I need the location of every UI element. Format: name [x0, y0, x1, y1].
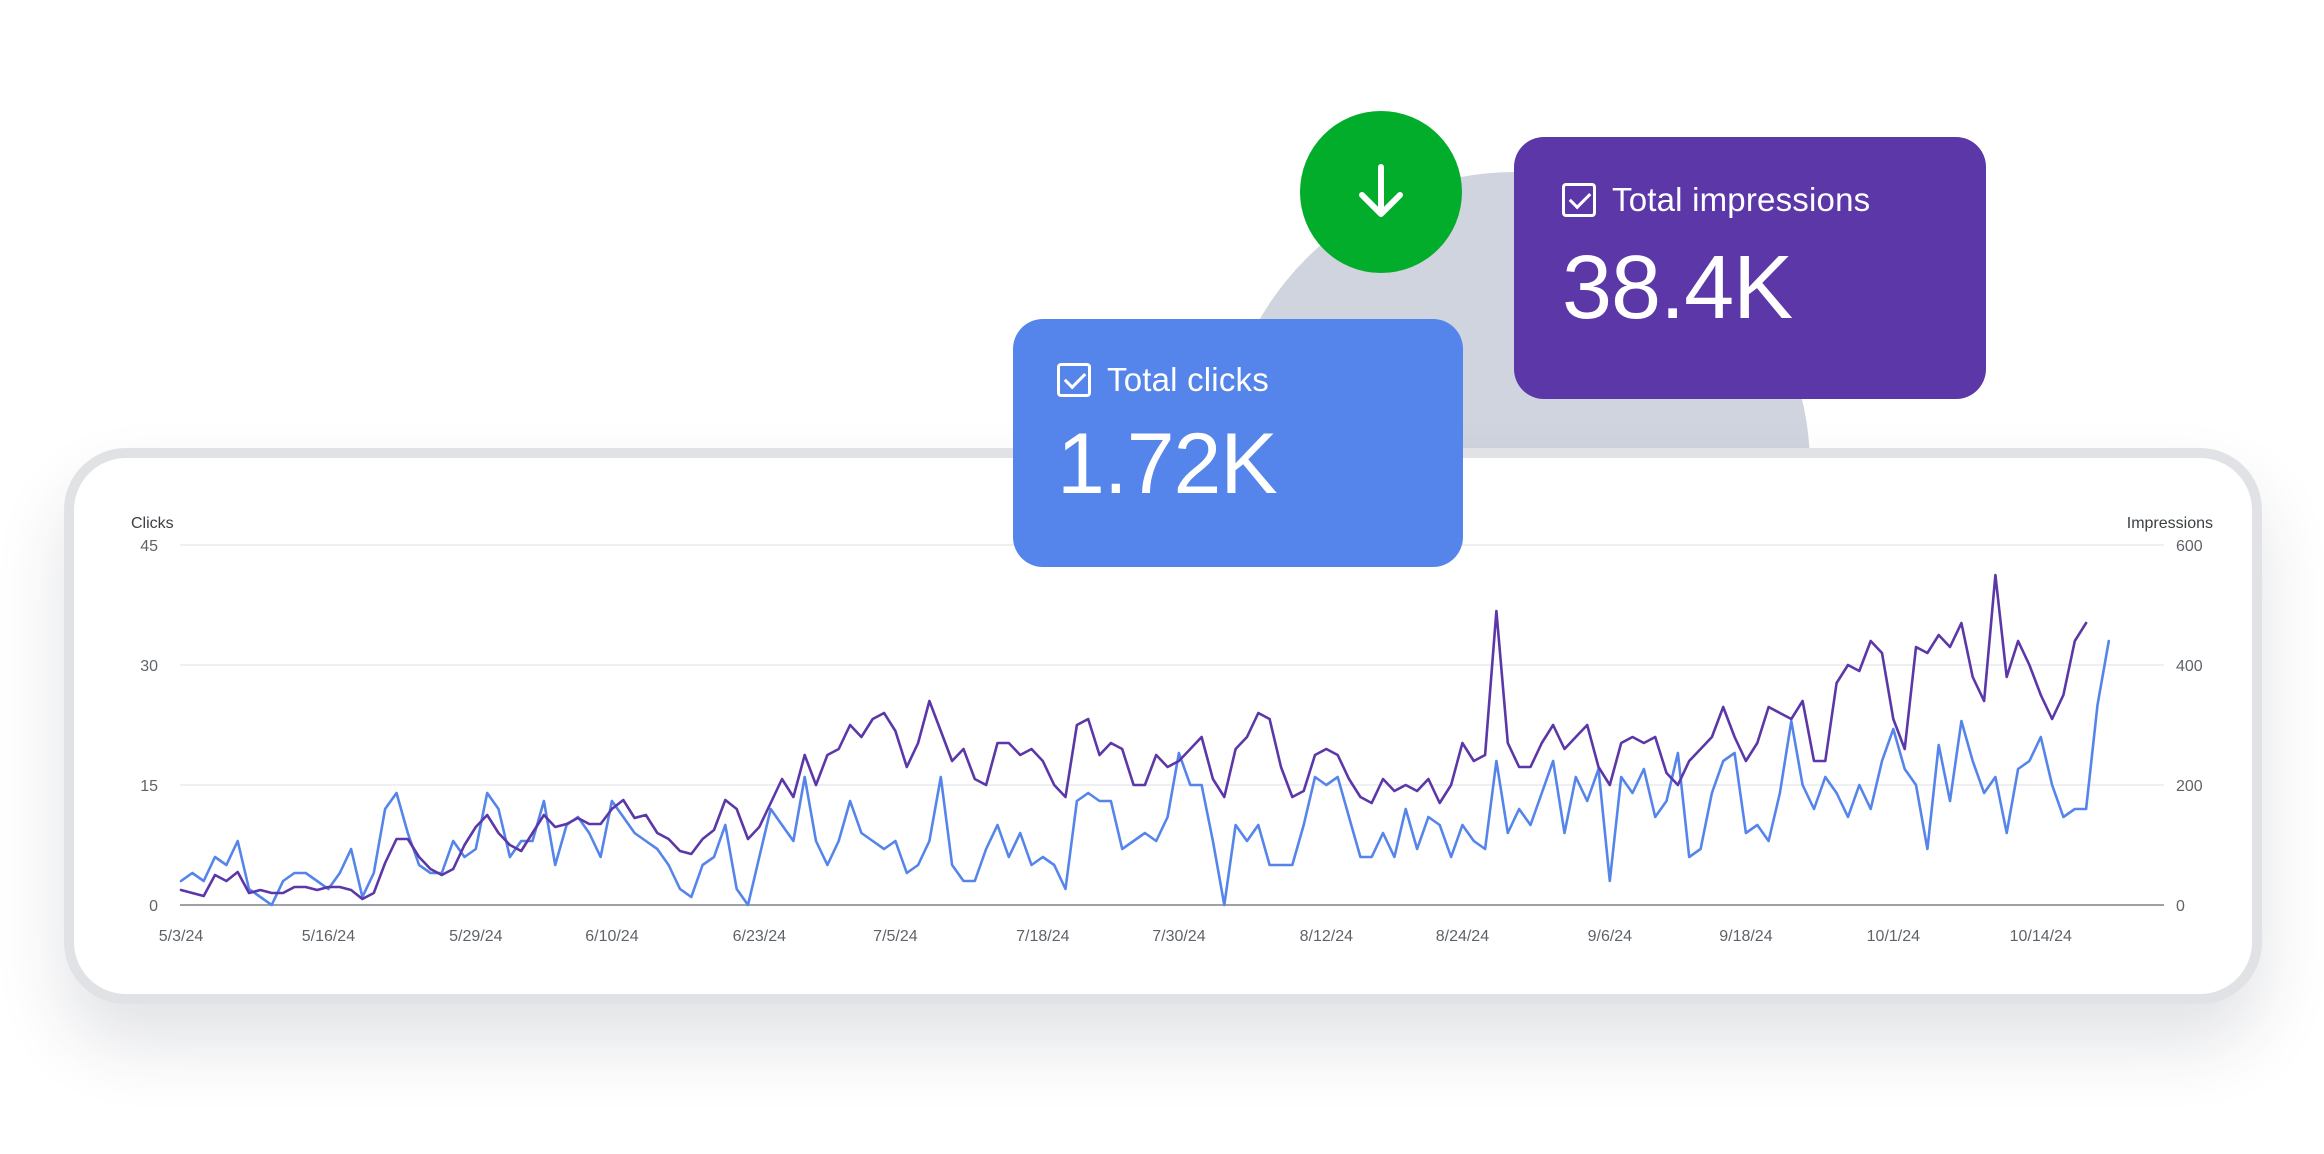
y-left-tick-label: 45 — [140, 538, 158, 555]
y-right-tick-label: 200 — [2176, 778, 2203, 795]
y-left-tick-label: 0 — [149, 898, 158, 915]
x-tick-label: 6/10/24 — [585, 928, 638, 945]
clicks-checkbox-icon[interactable] — [1057, 363, 1091, 397]
impressions-checkbox-icon[interactable] — [1562, 183, 1596, 217]
x-tick-label: 5/16/24 — [302, 928, 355, 945]
x-tick-label: 9/6/24 — [1588, 928, 1633, 945]
total-clicks-card[interactable]: Total clicks 1.72K — [1013, 319, 1463, 567]
x-tick-label: 7/5/24 — [873, 928, 918, 945]
y-right-tick-label: 600 — [2176, 538, 2203, 555]
x-tick-label: 7/18/24 — [1016, 928, 1069, 945]
x-tick-label: 5/3/24 — [159, 928, 204, 945]
y-left-tick-label: 15 — [140, 778, 158, 795]
download-badge[interactable] — [1300, 111, 1462, 273]
x-tick-label: 8/12/24 — [1300, 928, 1353, 945]
y-right-tick-label: 400 — [2176, 658, 2203, 675]
x-tick-label: 7/30/24 — [1152, 928, 1205, 945]
total-impressions-label: Total impressions — [1612, 181, 1871, 218]
x-tick-label: 8/24/24 — [1436, 928, 1489, 945]
y-left-axis-title: Clicks — [131, 515, 174, 532]
chart-series — [179, 573, 2111, 907]
total-impressions-card[interactable]: Total impressions 38.4K — [1514, 137, 1986, 399]
x-tick-label: 5/29/24 — [449, 928, 502, 945]
arrow-down-icon — [1359, 164, 1403, 217]
x-tick-label: 6/23/24 — [733, 928, 786, 945]
total-impressions-value: 38.4K — [1562, 238, 1793, 338]
x-tick-label: 9/18/24 — [1719, 928, 1772, 945]
x-tick-label: 10/1/24 — [1867, 928, 1920, 945]
chart-ticks: 0 15 30 45 0 200 400 600 Clicks Impressions 5/3/24… — [131, 515, 2213, 945]
chart-grid — [180, 544, 2164, 906]
y-left-tick-label: 30 — [140, 658, 158, 675]
y-right-axis-title: Impressions — [2127, 515, 2213, 532]
x-tick-label: 10/14/24 — [2010, 928, 2072, 945]
total-clicks-value: 1.72K — [1057, 416, 1278, 512]
y-right-tick-label: 0 — [2176, 898, 2185, 915]
series-line-clicks — [179, 639, 2111, 907]
series-line-impressions — [179, 573, 2088, 901]
total-clicks-label: Total clicks — [1107, 361, 1269, 398]
